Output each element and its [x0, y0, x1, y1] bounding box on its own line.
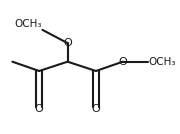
Text: O: O: [63, 38, 72, 48]
Text: O: O: [92, 104, 100, 114]
Text: OCH₃: OCH₃: [14, 18, 42, 29]
Text: O: O: [35, 104, 44, 114]
Text: O: O: [118, 57, 127, 67]
Text: OCH₃: OCH₃: [149, 57, 176, 67]
